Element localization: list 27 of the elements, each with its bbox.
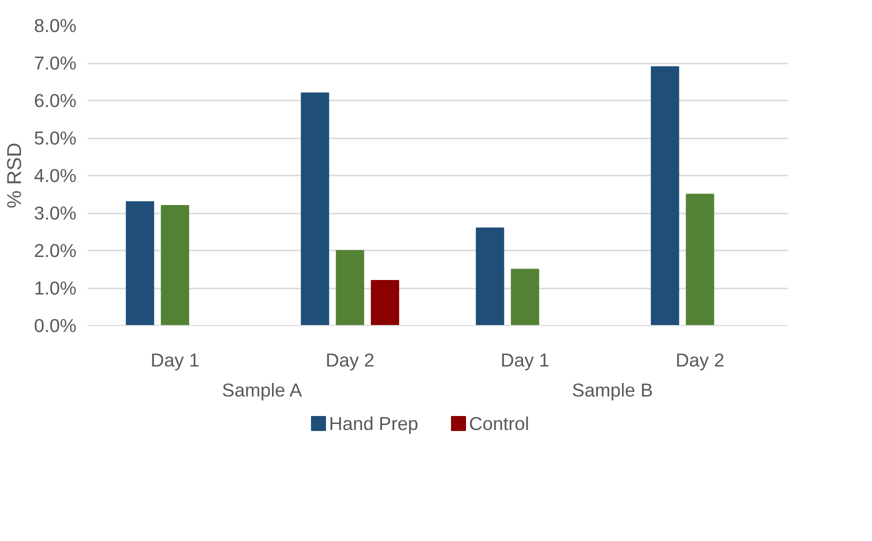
x-tick-label: Day 2: [326, 350, 374, 370]
bar: [126, 201, 154, 326]
bar: [510, 268, 540, 326]
y-tick-label: 6.0%: [34, 90, 77, 111]
x-tick-label: Day 1: [150, 350, 200, 370]
y-tick-label: 3.0%: [34, 202, 77, 224]
bar: [370, 280, 400, 326]
y-tick-label: 2.0%: [34, 240, 77, 261]
text: Sample B: [572, 380, 653, 400]
bar: [160, 205, 190, 326]
legend-label: Hand Prep: [329, 413, 418, 434]
x-tick-label: Day 1: [500, 350, 550, 370]
bar: [650, 66, 680, 326]
bar: [476, 228, 504, 326]
y-tick-label: 8.0%: [34, 15, 77, 36]
y-tick-label: 7.0%: [34, 52, 77, 74]
y-tick-label: 0.0%: [34, 315, 77, 336]
y-tick-label: 1.0%: [34, 278, 77, 298]
legend-label: Control: [469, 413, 530, 434]
text: Sample A: [222, 380, 302, 400]
x-tick-label: Day 2: [676, 350, 724, 370]
bar: [336, 250, 364, 326]
bar: [300, 92, 330, 326]
y-tick-label: 4.0%: [34, 165, 77, 186]
bar: [686, 194, 714, 326]
y-tick-label: 5.0%: [34, 128, 77, 148]
y-axis-title: % RSD: [4, 142, 26, 208]
